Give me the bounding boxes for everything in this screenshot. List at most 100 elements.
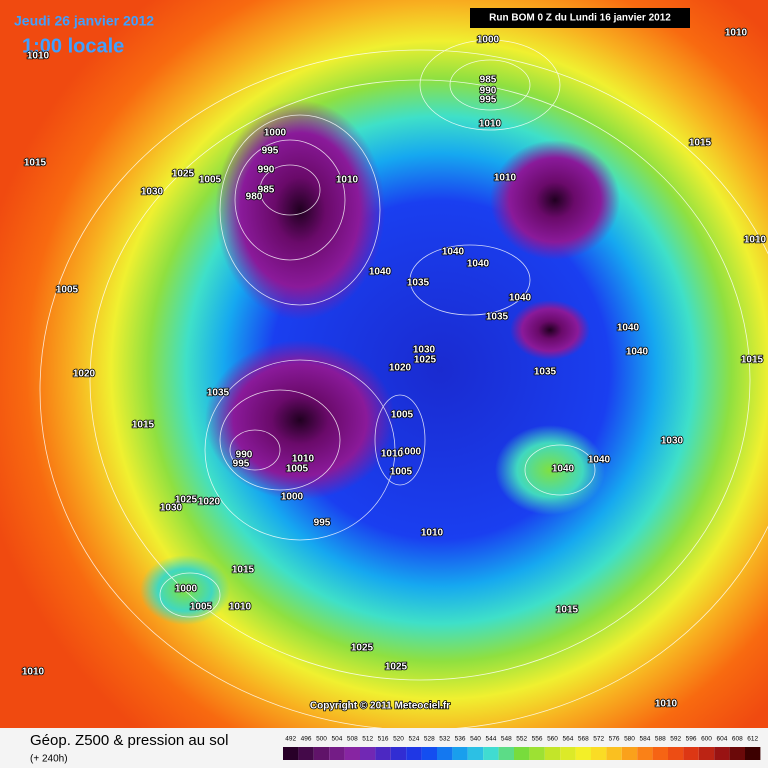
color-swatch xyxy=(390,747,407,760)
level-label: 564 xyxy=(562,736,573,743)
level-label: 588 xyxy=(655,736,666,743)
isobar-label: 985 xyxy=(258,185,275,196)
color-swatch xyxy=(544,747,561,760)
isobar-label: 1010 xyxy=(421,528,444,539)
level-label: 604 xyxy=(716,736,727,743)
isobar-label: 1010 xyxy=(229,602,252,613)
level-label: 572 xyxy=(593,736,604,743)
isobar-label: 995 xyxy=(233,459,250,470)
level-label: 592 xyxy=(670,736,681,743)
isobar-label: 1020 xyxy=(73,369,96,380)
isobar-label: 1010 xyxy=(22,667,45,678)
color-swatch xyxy=(683,747,699,760)
run-info: Run BOM 0 Z du Lundi 16 janvier 2012 xyxy=(489,13,671,24)
isobar-label: 1010 xyxy=(655,699,678,710)
low-area xyxy=(215,100,385,320)
color-swatch xyxy=(375,747,391,760)
isobar-label: 1000 xyxy=(264,128,287,139)
color-swatch xyxy=(729,747,745,760)
isobar-label: 1010 xyxy=(479,119,502,130)
color-swatch xyxy=(483,747,499,760)
isobar-label: 1025 xyxy=(351,643,374,654)
isobar-label: 1025 xyxy=(414,355,437,366)
field xyxy=(0,0,768,728)
level-label: 600 xyxy=(701,736,712,743)
isobar-label: 1030 xyxy=(413,345,436,356)
isobar-label: 1005 xyxy=(190,602,213,613)
level-label: 492 xyxy=(285,736,296,743)
level-label: 576 xyxy=(609,736,620,743)
isobar-label: 1005 xyxy=(56,285,79,296)
isobar-label: 1015 xyxy=(132,420,155,431)
color-swatch xyxy=(437,747,453,760)
color-swatch xyxy=(529,747,545,760)
isobar-label: 1005 xyxy=(286,464,309,475)
color-swatch xyxy=(745,747,761,760)
isobar-label: 1005 xyxy=(391,410,414,421)
isobar-label: 995 xyxy=(262,146,279,157)
isobar-label: 1010 xyxy=(494,173,517,184)
color-swatch xyxy=(668,747,684,760)
level-label: 544 xyxy=(485,736,496,743)
isobar-label: 1030 xyxy=(661,436,684,447)
color-swatch xyxy=(591,747,607,760)
isobar-label: 990 xyxy=(236,450,253,461)
isobar-label: 1035 xyxy=(407,278,430,289)
color-swatch xyxy=(621,747,638,760)
isobar-label: 1015 xyxy=(232,565,255,576)
isobar-label: 980 xyxy=(246,192,263,203)
color-swatch xyxy=(421,747,437,760)
isobar-label: 1010 xyxy=(725,28,748,39)
color-swatch xyxy=(514,747,530,760)
level-label: 596 xyxy=(686,736,697,743)
low-area xyxy=(510,300,590,360)
isobar-label: 1005 xyxy=(199,175,222,186)
isobar-label: 1025 xyxy=(385,662,408,673)
level-label: 524 xyxy=(408,736,419,743)
isobar-label: 1035 xyxy=(534,367,557,378)
isobar-label: 1040 xyxy=(617,323,640,334)
isobar-label: 1000 xyxy=(477,35,500,46)
color-swatch xyxy=(714,747,730,760)
isobar-label: 1040 xyxy=(369,267,392,278)
isobar-label: 1010 xyxy=(744,235,767,246)
isobar-label: 1000 xyxy=(399,447,422,458)
low-area xyxy=(205,340,395,500)
isobar-label: 1010 xyxy=(381,449,404,460)
isobar-label: 1005 xyxy=(390,467,413,478)
isobar-label: 1015 xyxy=(556,605,579,616)
isobar-label: 1025 xyxy=(175,495,198,506)
color-swatch xyxy=(452,747,468,760)
isobar-label: 1015 xyxy=(689,138,712,149)
isobar-label: 1030 xyxy=(160,503,183,514)
color-swatch xyxy=(313,747,330,760)
low-area xyxy=(490,140,620,260)
color-swatch xyxy=(560,747,576,760)
color-swatch xyxy=(344,747,360,760)
isobar-label: 1035 xyxy=(207,388,230,399)
color-swatch xyxy=(467,747,484,760)
color-swatch xyxy=(575,747,591,760)
level-label: 568 xyxy=(578,736,589,743)
isobar-label: 1030 xyxy=(141,187,164,198)
isobar-label: 1000 xyxy=(175,584,198,595)
color-swatch xyxy=(652,747,668,760)
run-box xyxy=(470,8,690,28)
legend-title: Géop. Z500 & pression au sol xyxy=(30,732,228,749)
level-label: 504 xyxy=(331,736,342,743)
isobar-label: 1040 xyxy=(442,247,465,258)
color-swatch xyxy=(698,747,715,760)
isobar-label: 1015 xyxy=(741,355,764,366)
isobar-label: 990 xyxy=(258,165,275,176)
level-label: 508 xyxy=(347,736,358,743)
isobar-label: 985 xyxy=(480,75,497,86)
color-swatch xyxy=(406,747,422,760)
date: Jeudi 26 janvier 2012 xyxy=(14,13,154,29)
level-label: 556 xyxy=(532,736,543,743)
level-label: 608 xyxy=(732,736,743,743)
isobar-label: 1025 xyxy=(172,169,195,180)
color-swatch xyxy=(298,747,314,760)
isobar-label: 1000 xyxy=(281,492,304,503)
color-swatch xyxy=(498,747,514,760)
